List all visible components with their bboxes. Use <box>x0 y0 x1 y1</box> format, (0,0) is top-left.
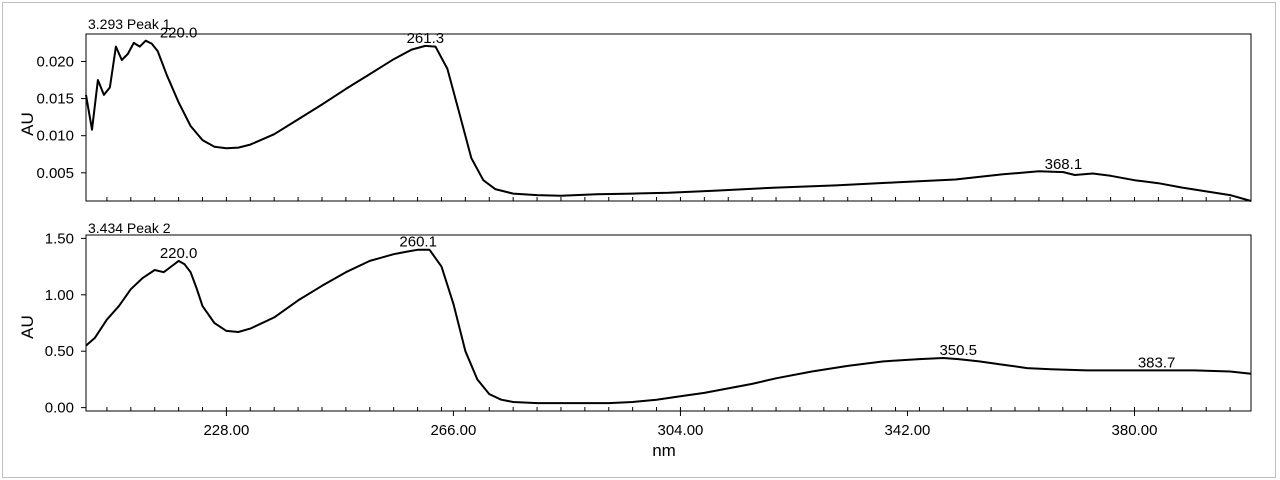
peak-1-annotations: 220.0 261.3 368.1 <box>160 25 1082 173</box>
peak-label: 260.1 <box>399 234 437 251</box>
peak-2-spectrum-line <box>85 248 1252 405</box>
peak-1-y-ticks: 0.005 0.010 0.015 0.020 <box>36 53 86 182</box>
x-tick-label: 228.00 <box>203 422 249 439</box>
peak-label: 383.7 <box>1138 354 1176 371</box>
x-tick-label: 380.00 <box>1112 422 1158 439</box>
peak-2-x-ticks: 228.00 266.00 304.00 342.00 380.00 <box>106 407 1231 439</box>
y-tick-label: 0.00 <box>45 400 74 417</box>
y-tick-label: 1.00 <box>45 287 74 304</box>
peak-1-title: 3.293 Peak 1 <box>88 16 171 32</box>
peak-label: 350.5 <box>939 342 977 359</box>
y-tick-label: 0.005 <box>36 165 74 182</box>
peak-1-y-axis-title: AU <box>18 112 37 136</box>
peak-label: 220.0 <box>160 25 198 42</box>
peak-1-spectrum-line <box>85 39 1252 202</box>
peak-1-plot-area <box>85 33 1252 202</box>
peak-2-spectrum-panel: 3.434 Peak 2 AU nm 0.00 0.50 1.00 1.50 228.… <box>18 220 1252 460</box>
peak-1-x-ticks <box>106 197 1231 201</box>
peak-2-plot-area <box>85 234 1252 412</box>
x-tick-label: 266.00 <box>430 422 476 439</box>
peak-1-spectrum-panel: 3.293 Peak 1 AU 0.005 0.010 0.015 0.020 220… <box>18 16 1252 202</box>
y-tick-label: 0.010 <box>36 128 74 145</box>
peak-2-title: 3.434 Peak 2 <box>88 220 171 236</box>
peak-label: 261.3 <box>407 30 445 47</box>
peak-2-y-axis-title: AU <box>18 315 37 339</box>
y-tick-label: 0.020 <box>36 53 74 70</box>
peak-label: 368.1 <box>1045 156 1083 173</box>
x-axis-title: nm <box>652 441 676 460</box>
y-tick-label: 0.015 <box>36 91 74 108</box>
x-tick-label: 304.00 <box>658 422 704 439</box>
peak-2-annotations: 220.0 260.1 350.5 383.7 <box>160 234 1176 372</box>
peak-label: 220.0 <box>160 245 198 262</box>
y-tick-label: 0.50 <box>45 343 74 360</box>
x-tick-label: 342.00 <box>885 422 931 439</box>
y-tick-label: 1.50 <box>45 230 74 247</box>
peak-2-y-ticks: 0.00 0.50 1.00 1.50 <box>45 230 86 417</box>
